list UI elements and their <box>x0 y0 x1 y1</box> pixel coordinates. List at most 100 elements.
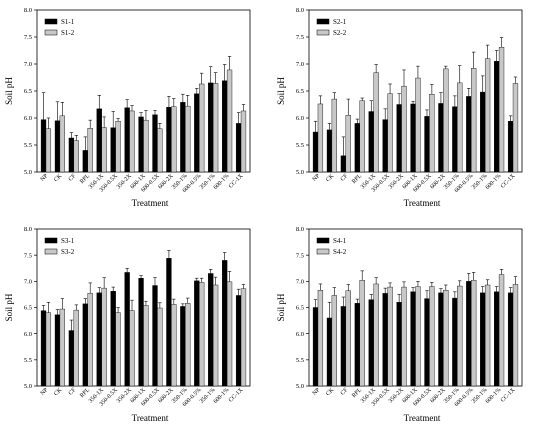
bar-s3-1 <box>138 277 144 387</box>
bar-s4-2 <box>443 290 449 387</box>
bar-s3-2 <box>240 288 247 387</box>
bar-s4-1 <box>340 306 347 387</box>
legend-swatch <box>316 29 330 36</box>
category-label: CC-1X <box>500 173 517 190</box>
bar-s3-1 <box>124 272 130 387</box>
bar-s1-1 <box>54 120 61 173</box>
bar-s1-1 <box>40 119 47 173</box>
y-tick-label: 5.0 <box>296 383 304 390</box>
bar-s3-2 <box>212 284 219 387</box>
y-tick-label: 8.0 <box>24 7 32 14</box>
y-tick-label: 7.0 <box>296 61 304 68</box>
category-label: NP <box>312 387 322 397</box>
bar-s2-2 <box>512 83 519 173</box>
category-label: CF <box>340 173 350 183</box>
bar-s2-1 <box>494 61 500 173</box>
bar-s3-2 <box>45 312 52 387</box>
y-tick-label: 7.0 <box>296 279 304 286</box>
bar-s4-1 <box>396 302 402 387</box>
bar-s1-2 <box>185 105 191 173</box>
bar-s2-2 <box>415 77 421 173</box>
bar-s1-1 <box>194 93 200 173</box>
y-tick-label: 8.0 <box>24 226 32 233</box>
bar-s2-1 <box>410 103 416 173</box>
bar-s1-2 <box>226 69 233 173</box>
bar-s4-1 <box>452 297 458 387</box>
bar-s1-1 <box>96 108 102 173</box>
bar-s4-1 <box>326 317 333 387</box>
bar-s4-1 <box>466 281 472 387</box>
bar-s3-2 <box>171 304 177 387</box>
bar-s2-1 <box>507 121 514 173</box>
bar-s4-1 <box>494 291 500 387</box>
bar-s3-1 <box>235 295 242 387</box>
y-tick-label: 6.5 <box>24 305 32 312</box>
bar-s4-1 <box>480 292 486 387</box>
bar-s3-2 <box>185 303 191 387</box>
x-axis-label: Treatment <box>132 413 169 423</box>
legend-swatch <box>44 248 58 255</box>
y-tick-label: 7.0 <box>24 279 32 286</box>
bar-s2-2 <box>443 68 449 173</box>
legend-label: S4-2 <box>333 248 347 256</box>
bar-s4-2 <box>484 284 491 387</box>
bar-s4-1 <box>424 298 430 387</box>
bar-s2-2 <box>331 98 337 173</box>
bar-s1-2 <box>101 127 107 173</box>
category-label: NP <box>312 173 322 183</box>
y-tick-label: 6.5 <box>296 88 304 95</box>
y-tick-label: 7.5 <box>296 34 304 41</box>
legend-swatch <box>44 29 58 36</box>
bar-s4-2 <box>373 283 379 387</box>
bar-s2-1 <box>452 106 458 173</box>
bar-s4-1 <box>312 307 319 387</box>
bar-s2-1 <box>354 123 360 173</box>
bar-s3-1 <box>152 285 158 387</box>
bar-s1-2 <box>129 110 135 173</box>
bar-s1-2 <box>115 121 121 173</box>
legend-label: S1-2 <box>61 29 75 37</box>
legend-label: S2-2 <box>333 29 347 37</box>
legend-label: S1-1 <box>61 18 75 26</box>
y-axis-label: Soil pH <box>276 77 286 105</box>
bar-s4-2 <box>471 280 477 387</box>
bar-s2-1 <box>438 103 444 173</box>
bar-s2-2 <box>484 58 491 173</box>
category-label: CK <box>325 387 336 398</box>
y-tick-label: 5.5 <box>24 142 32 149</box>
legend-label: S4-1 <box>333 237 347 245</box>
category-label: CF <box>68 173 78 183</box>
y-tick-label: 6.0 <box>296 331 304 338</box>
bar-s3-1 <box>96 292 102 387</box>
bar-s2-2 <box>498 47 505 173</box>
bar-s2-2 <box>429 94 435 173</box>
bar-s2-2 <box>471 68 477 173</box>
bar-s4-1 <box>507 292 514 387</box>
bar-s4-2 <box>415 286 421 387</box>
y-tick-label: 8.0 <box>296 7 304 14</box>
bar-s1-1 <box>222 80 228 173</box>
y-axis-label: Soil pH <box>4 293 14 321</box>
bar-s1-1 <box>68 137 75 173</box>
y-tick-label: 5.0 <box>24 169 32 176</box>
y-tick-label: 6.0 <box>24 331 32 338</box>
bar-s3-1 <box>222 260 228 387</box>
y-tick-label: 7.0 <box>24 61 32 68</box>
bar-s2-1 <box>466 96 472 173</box>
bar-s2-1 <box>396 104 402 173</box>
y-tick-label: 5.5 <box>296 142 304 149</box>
bar-s1-2 <box>212 83 219 173</box>
category-label: CF <box>340 387 350 397</box>
bar-s2-1 <box>368 111 374 173</box>
bar-s2-2 <box>401 85 407 173</box>
bar-s3-2 <box>101 287 107 387</box>
legend-label: S3-1 <box>61 237 75 245</box>
bar-s3-2 <box>59 308 65 387</box>
category-label: CF <box>68 387 78 397</box>
legend-swatch <box>316 237 330 244</box>
bar-s2-2 <box>387 93 393 173</box>
bar-s3-2 <box>129 310 135 387</box>
